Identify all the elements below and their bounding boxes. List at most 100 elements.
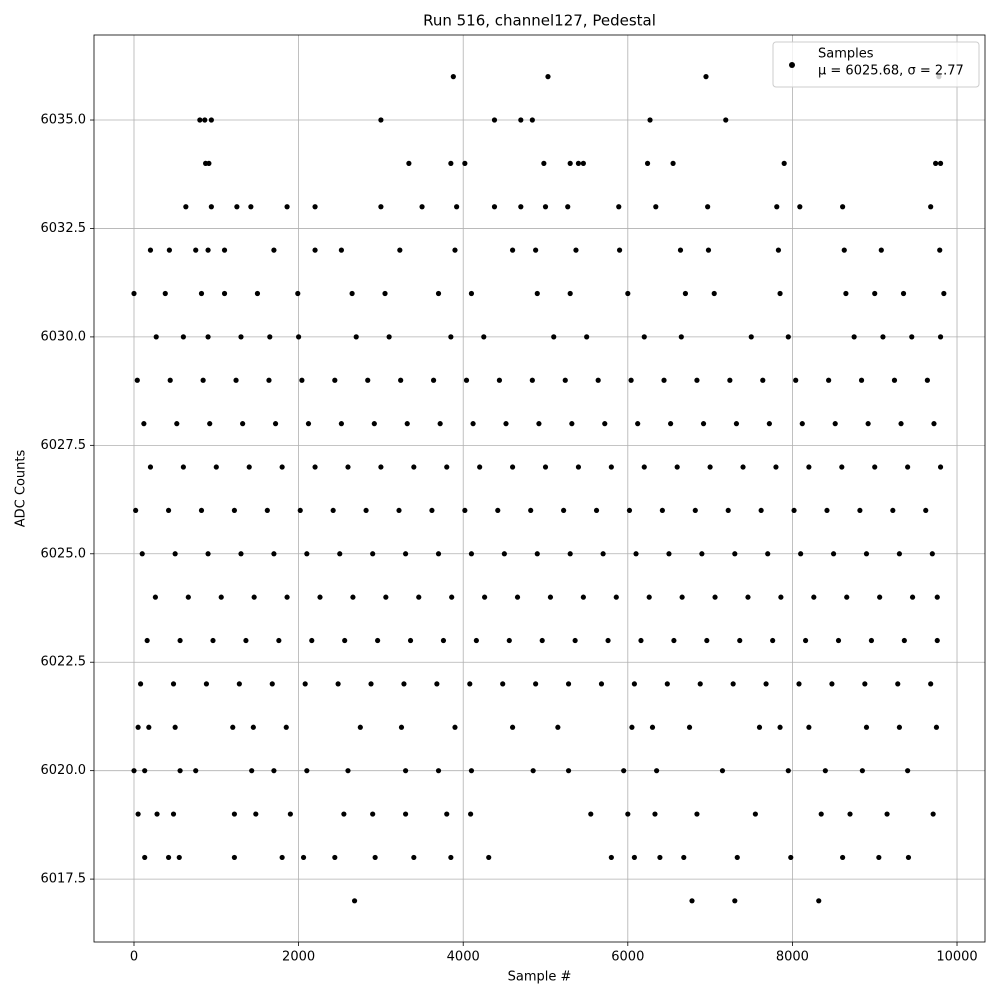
- point: [231, 811, 238, 817]
- point: [692, 507, 698, 514]
- point: [250, 724, 256, 730]
- point: [165, 854, 172, 861]
- point: [468, 551, 475, 557]
- point: [283, 724, 289, 730]
- point: [411, 854, 417, 861]
- point: [657, 854, 663, 861]
- point: [430, 377, 437, 383]
- point: [928, 681, 934, 687]
- point: [704, 637, 710, 644]
- point: [383, 594, 389, 600]
- point: [338, 247, 344, 253]
- point: [407, 637, 414, 644]
- point: [616, 247, 623, 253]
- point: [317, 594, 323, 600]
- point: [829, 681, 835, 687]
- point: [937, 334, 944, 340]
- point: [378, 464, 384, 470]
- x-tick-label: 2000: [282, 950, 315, 965]
- point: [152, 594, 158, 600]
- point: [806, 724, 812, 730]
- point: [824, 507, 830, 514]
- point: [144, 637, 150, 644]
- point: [401, 681, 407, 687]
- point: [162, 290, 168, 297]
- point: [477, 464, 483, 470]
- point: [664, 681, 670, 687]
- point: [791, 507, 797, 514]
- point: [641, 464, 647, 470]
- point: [924, 377, 930, 383]
- point: [760, 377, 766, 383]
- point: [236, 681, 242, 687]
- point: [133, 507, 139, 514]
- point: [774, 204, 780, 210]
- point: [909, 594, 916, 600]
- point: [370, 551, 376, 557]
- x-tick-label: 6000: [611, 950, 644, 965]
- point: [266, 377, 272, 383]
- point: [267, 334, 273, 340]
- point: [797, 204, 803, 210]
- point: [332, 377, 338, 383]
- point: [890, 507, 896, 514]
- point: [580, 160, 586, 166]
- point: [631, 681, 637, 687]
- point: [139, 551, 145, 557]
- point: [572, 637, 578, 644]
- point: [653, 204, 659, 210]
- point: [681, 854, 687, 861]
- point: [501, 551, 507, 557]
- point: [279, 464, 285, 470]
- point: [934, 637, 940, 644]
- point: [798, 551, 804, 557]
- point: [756, 724, 763, 730]
- point: [602, 421, 608, 427]
- point: [697, 681, 703, 687]
- point: [835, 637, 842, 644]
- point: [600, 551, 606, 557]
- point: [165, 507, 172, 514]
- point: [397, 247, 403, 253]
- point: [799, 421, 805, 427]
- y-tick-label: 6032.5: [41, 221, 87, 236]
- point: [686, 724, 693, 730]
- point: [495, 507, 501, 514]
- point: [649, 724, 656, 730]
- point: [941, 290, 947, 297]
- point: [661, 377, 667, 383]
- y-tick-label: 6030.0: [41, 329, 87, 344]
- point: [785, 334, 791, 340]
- point: [565, 204, 571, 210]
- point: [745, 594, 751, 600]
- point: [705, 247, 712, 253]
- y-tick-label: 6035.0: [41, 113, 87, 128]
- point: [628, 377, 634, 383]
- point: [832, 421, 838, 427]
- point: [674, 464, 680, 470]
- point: [221, 247, 228, 253]
- point: [300, 854, 307, 861]
- point: [402, 768, 409, 774]
- point: [588, 811, 594, 817]
- point: [363, 507, 369, 514]
- point: [491, 204, 498, 210]
- point: [565, 681, 572, 687]
- point: [737, 637, 743, 644]
- point: [193, 768, 199, 774]
- point: [135, 724, 141, 730]
- point: [703, 74, 709, 80]
- point: [880, 334, 886, 340]
- point: [365, 377, 371, 383]
- point: [840, 204, 846, 210]
- point: [518, 204, 524, 210]
- point: [349, 290, 355, 297]
- point: [580, 594, 586, 600]
- point: [398, 724, 405, 730]
- point: [141, 421, 147, 427]
- legend-marker: [789, 62, 795, 68]
- point: [785, 768, 791, 774]
- point: [437, 421, 443, 427]
- point: [304, 768, 310, 774]
- point: [177, 768, 183, 774]
